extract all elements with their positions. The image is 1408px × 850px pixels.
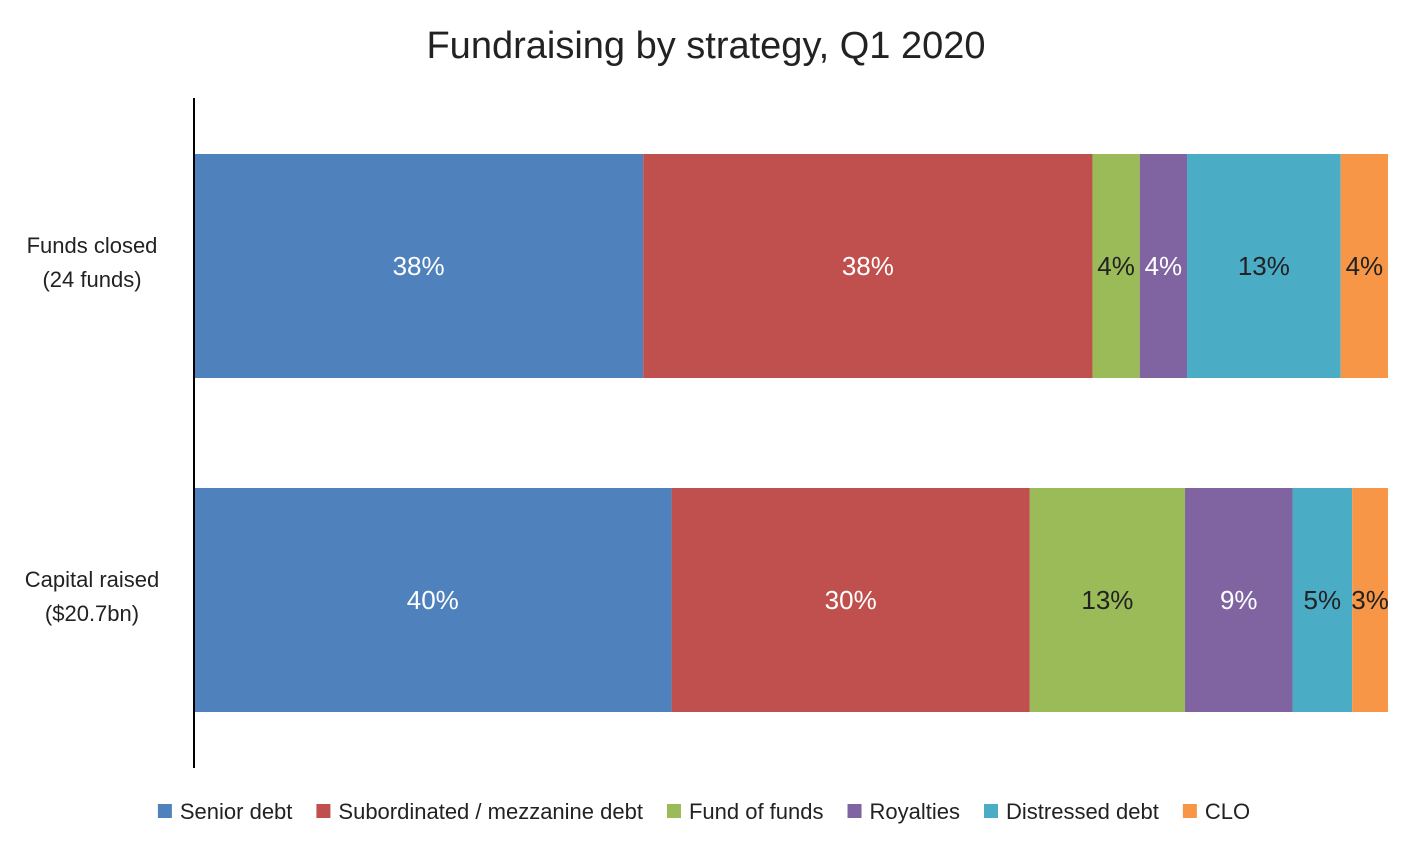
category-label-line: Capital raised — [25, 567, 160, 592]
legend-swatch-clo — [1182, 804, 1197, 818]
data-label-subordinated-mezzanine-debt-row-2: 30% — [825, 585, 877, 615]
bar-royalties-row-2 — [1185, 488, 1293, 712]
bar-clo-row-2 — [1352, 488, 1388, 712]
data-label-clo-row-1: 4% — [1346, 251, 1384, 281]
legend-label-clo: CLO — [1205, 799, 1250, 824]
legend-swatch-distressed-debt — [984, 804, 998, 818]
bar-distressed-debt-row-2 — [1292, 488, 1353, 712]
legend-label-distressed-debt: Distressed debt — [1006, 799, 1159, 824]
bar-clo-row-1 — [1340, 154, 1388, 378]
data-label-fund-of-funds-row-2: 13% — [1081, 585, 1133, 615]
data-labels-layer: 38% 38% 4% 4% 13% 4% 40% 30% 13% 9% 5% 3% — [393, 251, 1389, 615]
data-label-senior-debt-row-2: 40% — [407, 585, 459, 615]
bars-layer — [194, 154, 1388, 712]
bar-distressed-debt-row-1 — [1187, 154, 1341, 378]
category-label-line: ($20.7bn) — [45, 601, 139, 626]
data-label-senior-debt-row-1: 38% — [393, 251, 445, 281]
category-label-1: Funds closed (24 funds) — [27, 233, 158, 292]
bar-fund-of-funds-row-1 — [1092, 154, 1140, 378]
legend-label-royalties: Royalties — [870, 799, 960, 824]
legend-swatch-subordinated-mezzanine-debt — [316, 804, 331, 818]
data-label-royalties-row-1: 4% — [1145, 251, 1183, 281]
category-label-line: Funds closed — [27, 233, 158, 258]
legend-label-senior-debt: Senior debt — [180, 799, 293, 824]
legend: Senior debt Subordinated / mezzanine debt… — [157, 799, 1250, 824]
chart-title: Fundraising by strategy, Q1 2020 — [426, 25, 985, 67]
data-label-distressed-debt-row-2: 5% — [1304, 585, 1342, 615]
legend-swatch-senior-debt — [157, 804, 172, 818]
data-label-clo-row-2: 3% — [1351, 585, 1389, 615]
bar-royalties-row-1 — [1139, 154, 1188, 378]
legend-label-subordinated-mezzanine-debt: Subordinated / mezzanine debt — [338, 799, 643, 824]
legend-swatch-royalties — [847, 804, 862, 818]
category-label-line: (24 funds) — [42, 267, 141, 292]
data-label-subordinated-mezzanine-debt-row-1: 38% — [842, 251, 894, 281]
data-label-fund-of-funds-row-1: 4% — [1097, 251, 1135, 281]
category-label-2: Capital raised ($20.7bn) — [25, 567, 160, 626]
bar-subordinated-mezzanine-debt-row-2 — [671, 488, 1030, 712]
bar-subordinated-mezzanine-debt-row-1 — [643, 154, 1093, 378]
data-label-distressed-debt-row-1: 13% — [1238, 251, 1290, 281]
bar-senior-debt-row-2 — [194, 488, 672, 712]
category-labels-layer: Funds closed (24 funds) Capital raised ($20… — [25, 233, 160, 626]
legend-swatch-fund-of-funds — [666, 804, 681, 818]
bar-fund-of-funds-row-2 — [1029, 488, 1186, 712]
legend-label-fund-of-funds: Fund of funds — [689, 799, 824, 824]
data-label-royalties-row-2: 9% — [1220, 585, 1258, 615]
bar-senior-debt-row-1 — [194, 154, 644, 378]
